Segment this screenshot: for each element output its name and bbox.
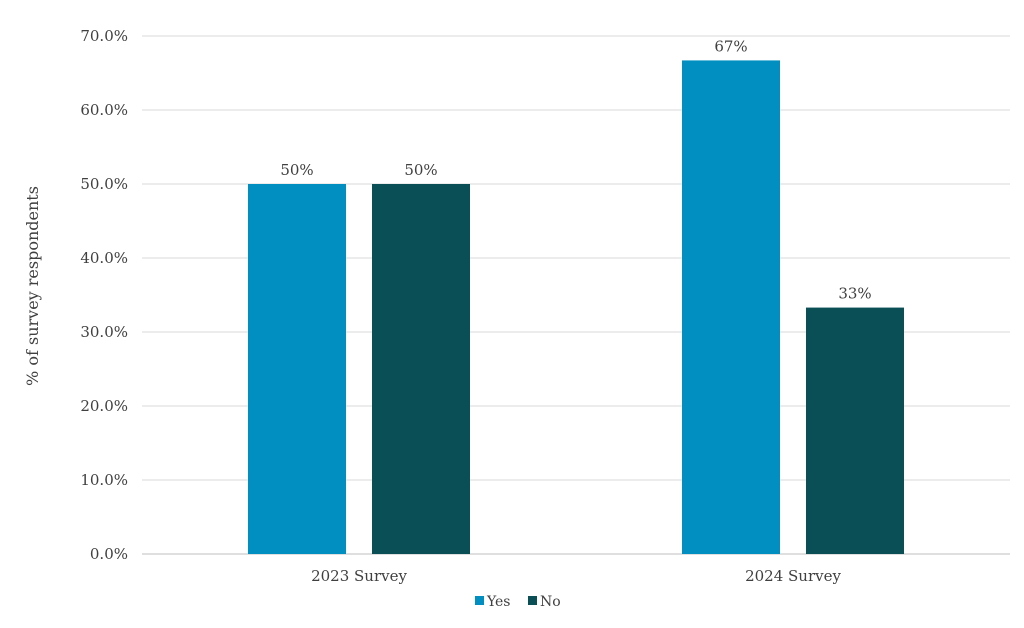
bar-yes-1: [682, 60, 780, 555]
y-tick-label: 70.0%: [80, 27, 128, 45]
x-axis-categories: 2023 Survey 2024 Survey: [311, 567, 841, 585]
y-tick-label: 40.0%: [80, 249, 128, 267]
x-category-label: 2024 Survey: [745, 567, 841, 585]
y-axis-ticks: 0.0% 10.0% 20.0% 30.0% 40.0% 50.0% 60.0% 70.0%: [80, 27, 128, 563]
bar-yes-0: [248, 184, 346, 554]
bar-no-1: [806, 307, 904, 554]
y-tick-label: 10.0%: [80, 471, 128, 489]
y-tick-label: 60.0%: [80, 101, 128, 119]
data-label: 50%: [280, 161, 313, 179]
legend: Yes No: [475, 594, 561, 610]
y-tick-label: 50.0%: [80, 175, 128, 193]
y-tick-label: 20.0%: [80, 397, 128, 415]
data-labels: 50% 50% 67% 33%: [280, 37, 871, 302]
data-label: 50%: [404, 161, 437, 179]
x-category-label: 2023 Survey: [311, 567, 407, 585]
y-tick-label: 0.0%: [90, 545, 128, 563]
legend-swatch-yes: [475, 596, 484, 605]
legend-label-no: No: [540, 594, 561, 610]
y-tick-label: 30.0%: [80, 323, 128, 341]
bar-no-0: [372, 184, 470, 554]
y-axis-title: % of survey respondents: [23, 186, 42, 386]
legend-label-yes: Yes: [486, 594, 511, 610]
data-label: 67%: [714, 37, 747, 55]
bars: [248, 60, 904, 555]
legend-swatch-no: [528, 596, 537, 605]
data-label: 33%: [838, 285, 871, 303]
